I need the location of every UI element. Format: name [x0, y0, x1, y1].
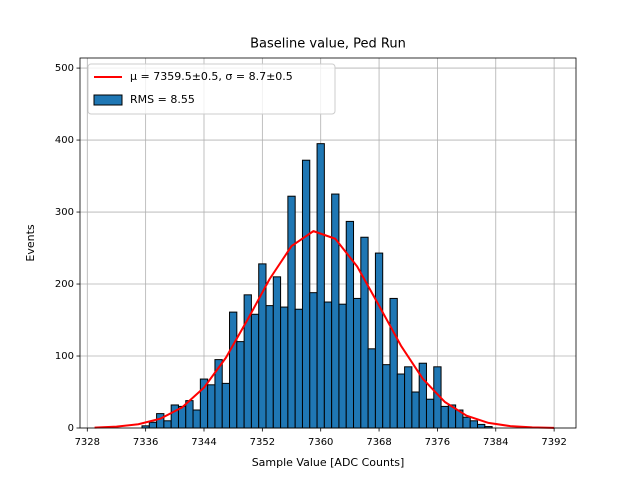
y-tick-label: 300 — [55, 207, 74, 218]
histogram-bar — [418, 362, 427, 429]
legend-label: μ = 7359.5±0.5, σ = 8.7±0.5 — [130, 70, 293, 83]
x-tick-label: 7360 — [308, 437, 333, 448]
histogram-bar — [309, 292, 318, 429]
histogram-bar — [236, 341, 245, 429]
fit-line — [94, 230, 555, 429]
y-tick-label: 200 — [55, 279, 74, 290]
histogram-bar — [469, 420, 479, 429]
histogram-bar — [462, 416, 471, 429]
histogram-bar — [272, 276, 282, 429]
histogram-bar — [207, 384, 216, 429]
y-tick-label: 500 — [55, 63, 74, 74]
histogram-bar — [411, 391, 420, 429]
legend-bar-swatch — [93, 94, 123, 106]
x-tick-label: 7376 — [425, 437, 450, 448]
histogram-bar — [367, 348, 376, 429]
histogram-bar — [221, 382, 231, 429]
histogram-bar — [148, 421, 158, 429]
histogram-bar — [396, 373, 406, 429]
histogram-bar — [374, 252, 384, 429]
histogram-bar — [389, 297, 398, 429]
x-tick-label: 7328 — [75, 437, 100, 448]
histogram-bar — [250, 313, 260, 429]
legend-label: RMS = 8.55 — [130, 93, 195, 106]
x-tick-label: 7392 — [541, 437, 566, 448]
x-tick-label: 7344 — [191, 437, 216, 448]
histogram-bar — [294, 308, 303, 429]
histogram-bar — [316, 143, 325, 429]
histogram-bar — [425, 398, 435, 429]
histogram-bar — [404, 366, 413, 429]
histogram-bar — [163, 420, 172, 429]
x-tick-label: 7368 — [366, 437, 391, 448]
chart-title: Baseline value, Ped Run — [250, 37, 406, 52]
histogram-bar — [185, 400, 194, 429]
x-tick-label: 7336 — [133, 437, 158, 448]
histogram-bar — [229, 311, 238, 429]
legend-box — [87, 63, 336, 115]
axes-frame — [79, 57, 577, 429]
histogram-bar — [156, 413, 165, 429]
histogram-bar — [287, 195, 296, 429]
y-tick-label: 400 — [55, 135, 74, 146]
y-tick-label: 100 — [55, 351, 74, 362]
x-axis-label: Sample Value [ADC Counts] — [252, 456, 405, 469]
histogram-bar — [353, 297, 362, 429]
histogram-bar — [360, 236, 369, 429]
histogram-bar — [323, 301, 333, 429]
histogram-bar — [170, 404, 179, 429]
histogram-bar — [440, 405, 449, 429]
histogram-bar — [192, 409, 201, 429]
histogram-bar — [477, 423, 486, 429]
x-tick-label: 7384 — [483, 437, 508, 448]
histogram-bar — [265, 305, 274, 429]
x-tick-label: 7352 — [250, 437, 275, 448]
histogram-bar — [301, 159, 311, 429]
y-tick-label: 0 — [68, 423, 74, 434]
y-axis-label: Events — [24, 224, 37, 262]
histogram-bar — [382, 364, 391, 429]
histogram-bar — [338, 303, 347, 429]
histogram-bar — [331, 193, 340, 429]
histogram-bar — [280, 306, 289, 429]
